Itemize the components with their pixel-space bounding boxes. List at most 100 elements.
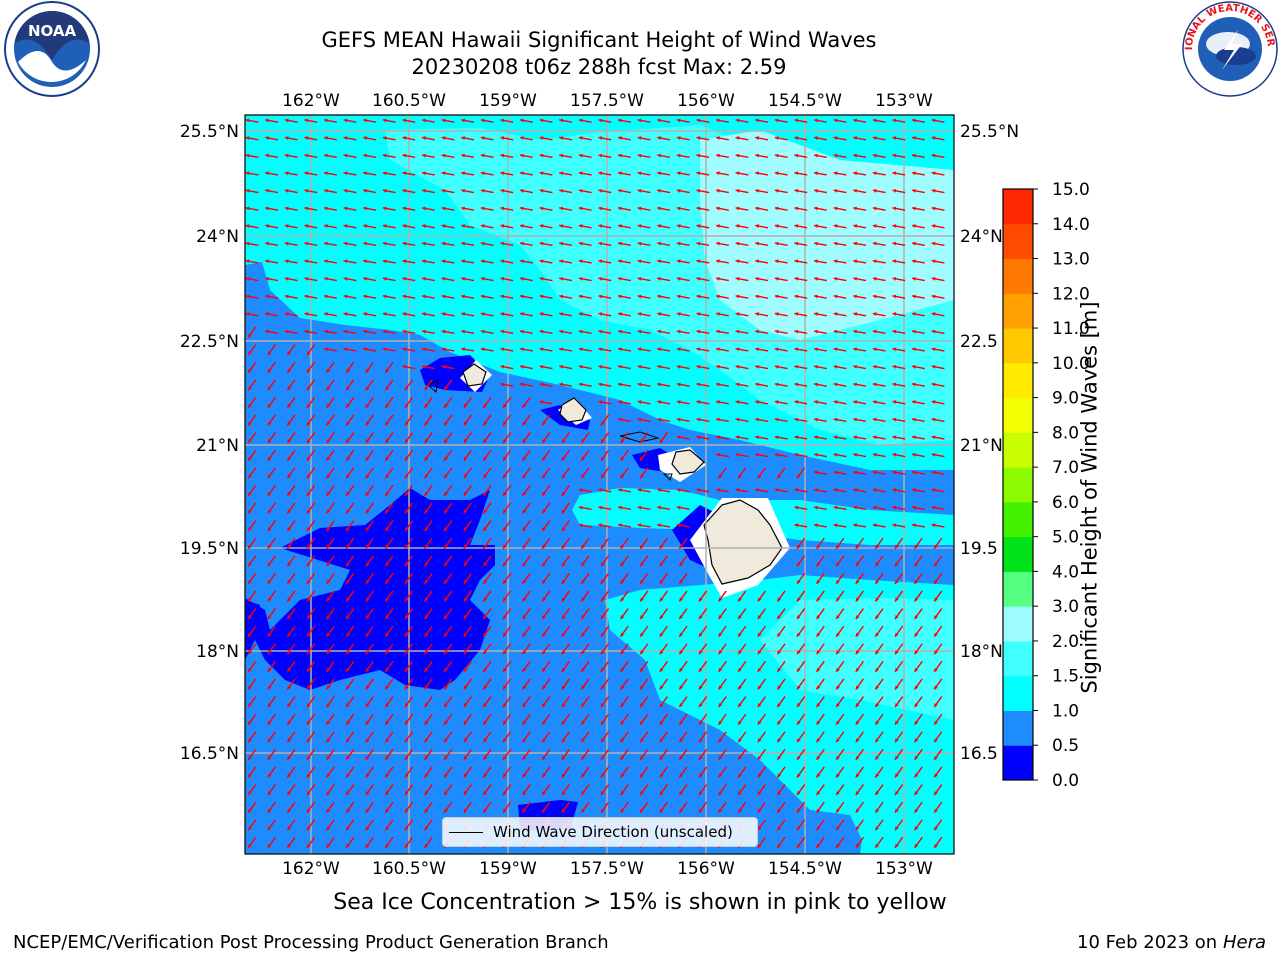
- wave-direction-arrow: [892, 505, 906, 511]
- wave-direction-arrow: [482, 537, 492, 550]
- wave-direction-arrow: [323, 329, 337, 335]
- wave-direction-arrow: [774, 347, 788, 352]
- wave-direction-arrow: [424, 766, 433, 778]
- wave-direction-arrow: [578, 488, 592, 493]
- wave-direction-arrow: [637, 241, 651, 247]
- wave-direction-arrow: [323, 153, 337, 159]
- lat-label-left: 21°N: [196, 436, 239, 456]
- wave-direction-arrow: [402, 188, 416, 194]
- wave-direction-arrow: [365, 414, 374, 426]
- wave-direction-arrow: [404, 660, 414, 673]
- wave-direction-arrow: [404, 819, 414, 831]
- wave-direction-arrow: [853, 259, 867, 264]
- wave-direction-arrow: [617, 188, 631, 194]
- wave-direction-arrow: [933, 625, 943, 638]
- wave-direction-arrow: [345, 625, 355, 638]
- wave-direction-arrow: [500, 329, 514, 335]
- wave-direction-arrow: [816, 590, 825, 602]
- wave-direction-arrow: [286, 731, 296, 743]
- wave-direction-arrow: [678, 660, 688, 673]
- wave-direction-arrow: [696, 347, 710, 352]
- wave-direction-arrow: [306, 836, 316, 849]
- wave-direction-arrow: [265, 259, 279, 264]
- wave-direction-arrow: [247, 801, 257, 814]
- wave-direction-arrow: [755, 364, 769, 370]
- wave-direction-arrow: [461, 136, 475, 141]
- wave-direction-arrow: [755, 329, 769, 335]
- wave-direction-arrow: [267, 660, 276, 673]
- wave-direction-arrow: [424, 801, 433, 814]
- wave-direction-arrow: [580, 537, 590, 550]
- wave-direction-arrow: [443, 766, 453, 778]
- wave-direction-arrow: [345, 819, 355, 831]
- wave-direction-arrow: [522, 396, 531, 409]
- wave-direction-arrow: [326, 537, 335, 550]
- wave-direction-arrow: [796, 801, 806, 814]
- map-legend: Wind Wave Direction (unscaled): [442, 817, 758, 847]
- wave-direction-arrow: [715, 347, 729, 352]
- wave-direction-arrow: [363, 171, 377, 176]
- wave-direction-arrow: [580, 678, 590, 690]
- wave-direction-arrow: [676, 153, 690, 159]
- wave-direction-arrow: [306, 625, 316, 638]
- wave-direction-arrow: [620, 555, 629, 567]
- wave-direction-arrow: [914, 801, 923, 814]
- wave-direction-arrow: [813, 241, 827, 247]
- wave-direction-arrow: [522, 537, 531, 550]
- wave-direction-arrow: [304, 188, 318, 194]
- wave-direction-arrow: [914, 608, 923, 620]
- wave-direction-arrow: [794, 188, 808, 194]
- wave-direction-arrow: [835, 625, 845, 638]
- wave-direction-arrow: [816, 608, 825, 620]
- wave-direction-arrow: [286, 361, 296, 374]
- wave-direction-arrow: [835, 660, 845, 673]
- wave-direction-arrow: [267, 502, 276, 514]
- wave-direction-arrow: [657, 312, 671, 317]
- wave-direction-arrow: [872, 153, 886, 159]
- wave-direction-arrow: [816, 766, 825, 778]
- wave-direction-arrow: [482, 590, 492, 602]
- wave-direction-arrow: [267, 572, 276, 585]
- wave-direction-arrow: [698, 801, 708, 814]
- wave-direction-arrow: [892, 470, 906, 475]
- wave-direction-arrow: [737, 678, 747, 690]
- wave-direction-arrow: [872, 171, 886, 176]
- wave-direction-arrow: [443, 467, 453, 479]
- wave-direction-arrow: [580, 801, 590, 814]
- wave-direction-arrow: [600, 555, 610, 567]
- wave-direction-arrow: [620, 784, 629, 796]
- wave-direction-arrow: [384, 432, 394, 444]
- wave-direction-arrow: [696, 382, 710, 387]
- wave-direction-arrow: [304, 118, 318, 123]
- wave-direction-arrow: [365, 696, 374, 708]
- wave-direction-arrow: [463, 643, 472, 655]
- wave-direction-arrow: [519, 382, 533, 387]
- wave-direction-arrow: [715, 488, 729, 493]
- wave-direction-arrow: [404, 502, 414, 514]
- wave-direction-arrow: [404, 379, 414, 391]
- wave-direction-arrow: [874, 696, 884, 708]
- wave-direction-arrow: [441, 188, 455, 194]
- wave-direction-arrow: [443, 731, 453, 743]
- wave-direction-arrow: [345, 537, 355, 550]
- wave-direction-arrow: [620, 766, 629, 778]
- wave-direction-arrow: [480, 206, 494, 211]
- wave-direction-arrow: [502, 608, 512, 620]
- wave-direction-arrow: [735, 329, 749, 335]
- wave-direction-arrow: [835, 608, 845, 620]
- wave-direction-arrow: [715, 294, 729, 299]
- wave-direction-arrow: [502, 396, 512, 409]
- colorbar-tick-label: 5.0: [1052, 528, 1079, 548]
- colorbar-tick-label: 4.0: [1052, 562, 1079, 582]
- wave-direction-arrow: [617, 329, 631, 335]
- wave-direction-arrow: [676, 417, 690, 423]
- wave-direction-arrow: [500, 206, 514, 211]
- wave-direction-arrow: [578, 153, 592, 159]
- wave-direction-arrow: [816, 731, 825, 743]
- wave-direction-arrow: [598, 364, 612, 370]
- wave-direction-arrow: [678, 643, 688, 655]
- wave-direction-arrow: [463, 766, 472, 778]
- wave-direction-arrow: [304, 224, 318, 229]
- wave-direction-arrow: [443, 696, 453, 708]
- wave-direction-arrow: [894, 801, 904, 814]
